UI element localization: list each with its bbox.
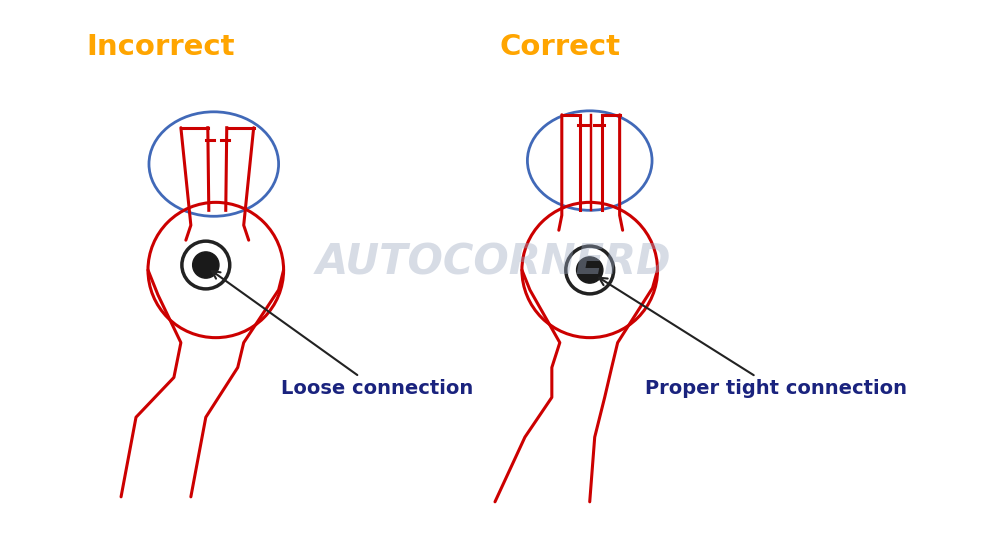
Circle shape <box>192 252 219 278</box>
Text: AUTOCORNERD: AUTOCORNERD <box>316 241 670 283</box>
Text: Proper tight connection: Proper tight connection <box>599 278 906 399</box>
Text: Loose connection: Loose connection <box>212 271 473 399</box>
Circle shape <box>577 257 602 283</box>
Text: Correct: Correct <box>499 33 620 61</box>
Text: Incorrect: Incorrect <box>87 33 236 61</box>
